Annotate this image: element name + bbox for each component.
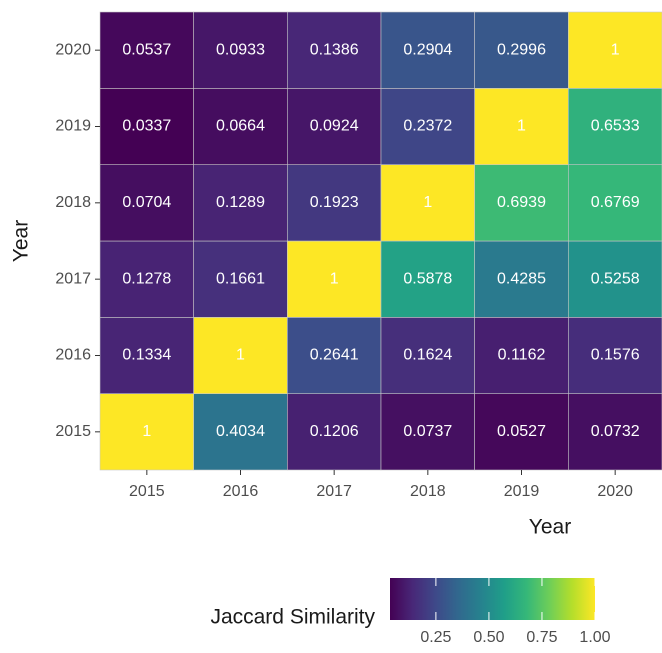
- y-tick-label: 2019: [55, 118, 91, 135]
- heatmap-cell: [193, 164, 288, 242]
- heatmap-cell: [474, 11, 569, 89]
- heatmap-cell: [474, 393, 569, 471]
- cell-label: 0.1923: [310, 194, 359, 211]
- heatmap-cell: [99, 240, 194, 318]
- heatmap-cell: [193, 317, 288, 394]
- y-axis-label: Year: [10, 220, 33, 262]
- colorbar-tick-label: 1.00: [579, 629, 610, 646]
- cell-label: 0.1624: [403, 347, 452, 364]
- cell-label: 0.1162: [498, 347, 546, 364]
- heatmap-cell: [193, 393, 288, 471]
- cell-label: 0.0337: [122, 118, 171, 135]
- heatmap-cell: [380, 393, 475, 471]
- y-tick-label: 2020: [55, 41, 91, 58]
- heatmap-cell: [99, 11, 194, 89]
- x-axis-label: Year: [529, 516, 571, 539]
- colorbar-tick-label: 0.25: [420, 629, 451, 646]
- heatmap-cell: [568, 11, 662, 89]
- heatmap-cell: [99, 393, 194, 471]
- heatmap-cell: [287, 164, 382, 242]
- cell-label: 0.2641: [310, 347, 359, 364]
- heatmap-cell: [380, 11, 475, 89]
- cell-label: 0.2372: [403, 118, 452, 135]
- heatmap-cell: [474, 240, 569, 318]
- cell-label: 0.0924: [310, 118, 359, 135]
- cell-label: 1: [611, 41, 620, 58]
- x-tick-label: 2019: [504, 483, 540, 500]
- cell-label: 0.0537: [122, 41, 171, 58]
- cell-label: 1: [236, 347, 245, 364]
- heatmap-cell: [568, 317, 662, 394]
- heatmap-cell: [380, 317, 475, 394]
- x-tick-label: 2015: [129, 483, 165, 500]
- cell-label: 1: [517, 118, 526, 135]
- cell-label: 0.6939: [497, 194, 546, 211]
- x-tick-label: 2017: [316, 483, 352, 500]
- heatmap-cell: [380, 88, 475, 165]
- x-tick-label: 2018: [410, 483, 446, 500]
- cell-label: 0.1386: [310, 41, 359, 58]
- y-tick-label: 2015: [55, 423, 91, 440]
- cell-label: 0.0704: [122, 194, 171, 211]
- cell-label: 1: [142, 423, 151, 440]
- heatmap-cell: [287, 317, 382, 394]
- heatmap-cell: [99, 317, 194, 394]
- heatmap-cell: [568, 240, 662, 318]
- cell-label: 0.1206: [310, 423, 359, 440]
- cell-label: 0.5878: [403, 270, 452, 287]
- cell-label: 0.6769: [591, 194, 640, 211]
- cell-label: 0.2996: [497, 41, 546, 58]
- colorbar-tick-label: 0.75: [526, 629, 557, 646]
- colorbar: [390, 578, 595, 620]
- x-tick-label: 2020: [597, 483, 633, 500]
- cell-label: 0.1661: [216, 270, 265, 287]
- x-tick-label: 2016: [223, 483, 259, 500]
- heatmap-cell: [99, 88, 194, 165]
- cell-label: 1: [330, 270, 339, 287]
- cell-label: 0.1278: [122, 270, 171, 287]
- cell-label: 0.2904: [403, 41, 452, 58]
- heatmap-cell: [474, 88, 569, 165]
- heatmap-cell: [287, 240, 382, 318]
- cell-label: 0.0664: [216, 118, 265, 135]
- cell-label: 0.0933: [216, 41, 265, 58]
- cell-label: 0.0527: [497, 423, 546, 440]
- cell-label: 0.5258: [591, 270, 640, 287]
- cell-label: 0.1334: [122, 347, 171, 364]
- y-tick-label: 2018: [55, 194, 91, 211]
- heatmap-cell: [99, 164, 194, 242]
- y-tick-label: 2017: [55, 270, 91, 287]
- heatmap-cell: [380, 240, 475, 318]
- cell-label: 0.1289: [216, 194, 265, 211]
- colorbar-tick-label: 0.50: [473, 629, 504, 646]
- heatmap-cell: [474, 164, 569, 242]
- y-tick-label: 2016: [55, 347, 91, 364]
- heatmap-cell: [287, 88, 382, 165]
- cell-label: 0.4285: [497, 270, 546, 287]
- legend-title: Jaccard Similarity: [210, 606, 375, 629]
- cell-label: 0.4034: [216, 423, 265, 440]
- cell-label: 0.1576: [591, 347, 640, 364]
- heatmap-cell: [568, 393, 662, 471]
- cell-label: 0.0732: [591, 423, 640, 440]
- cell-label: 0.6533: [591, 118, 640, 135]
- cell-label: 1: [423, 194, 432, 211]
- cell-label: 0.0737: [403, 423, 452, 440]
